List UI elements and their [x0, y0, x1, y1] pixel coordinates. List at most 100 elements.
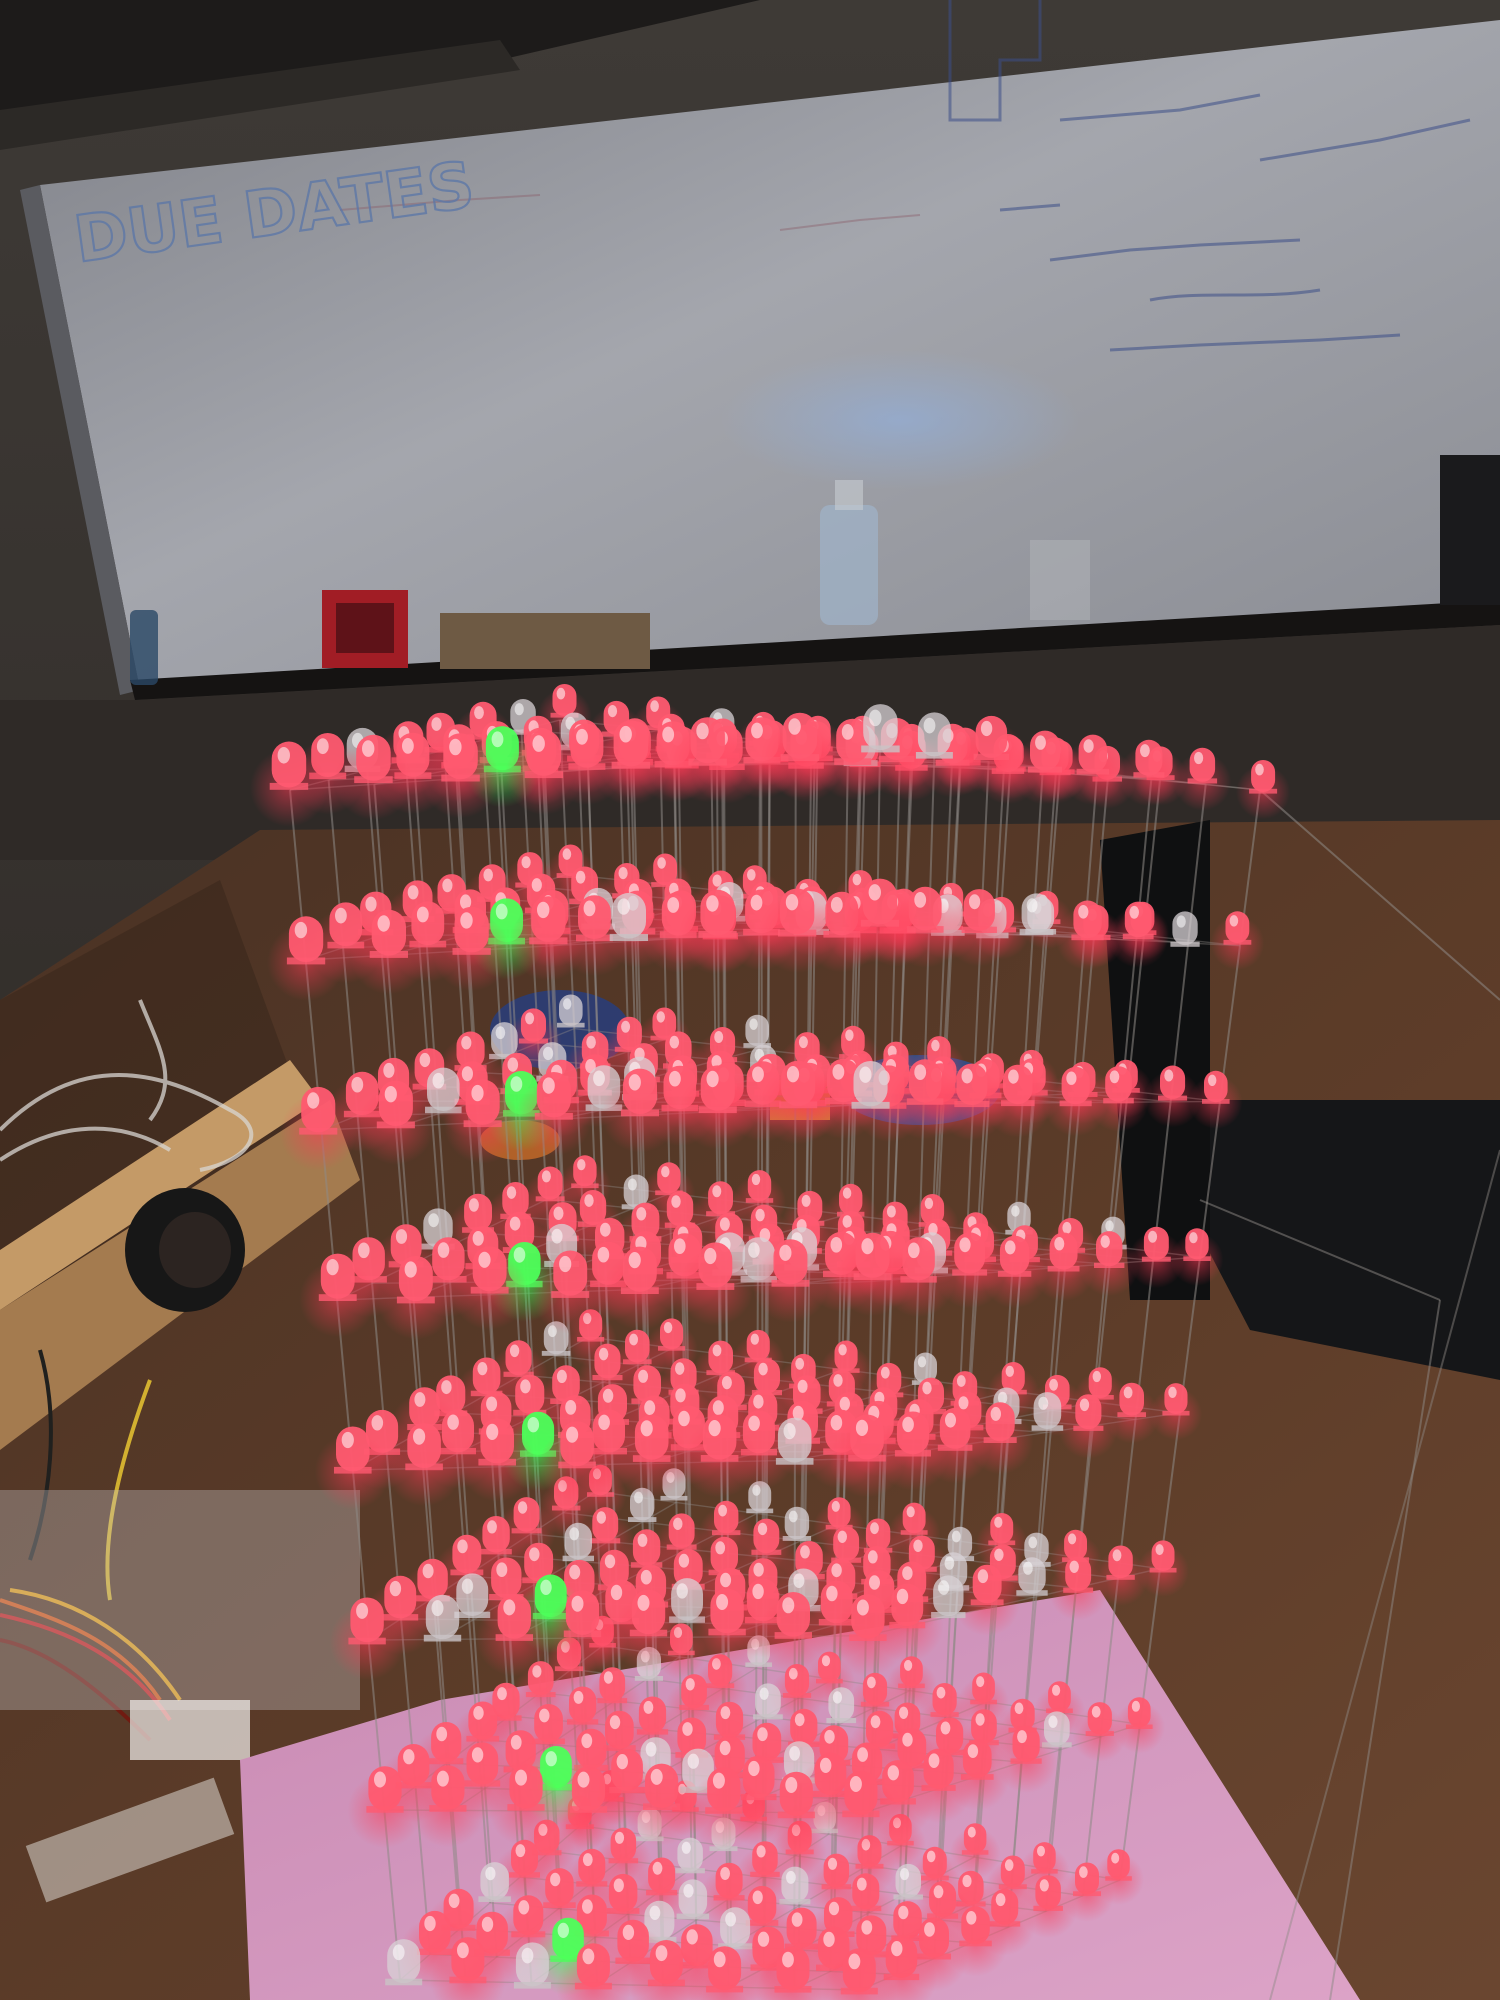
red-led [357, 1080, 435, 1165]
red-led [1170, 1228, 1224, 1286]
red-led [758, 888, 836, 974]
red-led [679, 1065, 757, 1150]
red-led [888, 1059, 963, 1140]
red-led [954, 1564, 1020, 1637]
unlit-led [489, 1022, 520, 1060]
red-led [299, 1253, 377, 1338]
unlit-led [718, 1907, 753, 1950]
unlit-led [609, 892, 648, 941]
red-led [531, 1250, 609, 1334]
red-led [755, 1946, 831, 2000]
white-cables [0, 999, 254, 1172]
unlit-led [1170, 911, 1200, 947]
light-reflection [720, 350, 1080, 490]
cube-leds [249, 684, 1291, 2000]
red-led [752, 1239, 829, 1323]
small-bottle [130, 610, 158, 685]
red-led [591, 720, 670, 806]
red-led [1118, 739, 1180, 807]
red-led [329, 1597, 406, 1680]
whiteboard [40, 20, 1500, 690]
red-led [1137, 1540, 1190, 1597]
red-led [421, 733, 500, 819]
cube-wire [1329, 1299, 1441, 2000]
red-led [515, 1072, 593, 1157]
red-led [1072, 1702, 1128, 1762]
red-led [629, 1940, 704, 2000]
whiteboard-tray [130, 600, 1500, 700]
red-led [823, 1770, 899, 1853]
red-led [410, 1765, 486, 1848]
unlit-led [1042, 1711, 1072, 1748]
unlit-led [931, 1575, 966, 1619]
red-led [624, 1763, 700, 1846]
red-led [1060, 734, 1126, 805]
red-led [689, 1588, 765, 1672]
red-led [334, 734, 413, 820]
red-led [347, 1766, 423, 1849]
red-led [1128, 1226, 1185, 1289]
red-led [601, 1246, 679, 1331]
unlit-led [1031, 1392, 1064, 1431]
red-led [509, 896, 588, 981]
red-led [1210, 911, 1265, 971]
unlit-led [478, 1862, 511, 1902]
red-led [488, 1764, 564, 1847]
unlit-led [562, 1522, 594, 1562]
unlit-led [915, 712, 953, 759]
red-led [943, 889, 1015, 967]
red-led [1048, 1556, 1108, 1621]
red-led [681, 1414, 758, 1498]
unlit-led [851, 1061, 890, 1109]
red-led [350, 909, 428, 995]
unlit-led [861, 704, 900, 753]
red-led [678, 889, 757, 975]
unlit-led [775, 1417, 814, 1465]
red-led [904, 1748, 973, 1824]
red-led [385, 1423, 463, 1507]
cube-wire [1199, 1199, 1441, 1301]
red-led [995, 1725, 1057, 1793]
red-led [1043, 1066, 1108, 1137]
red-led [249, 741, 329, 827]
red-led [1079, 1231, 1140, 1297]
speaker [1440, 455, 1500, 605]
red-led [1144, 1065, 1201, 1128]
unlit-led [782, 1506, 812, 1541]
unlit-led [676, 1879, 710, 1920]
unlit-led [743, 1014, 771, 1048]
red-led [829, 1594, 906, 1677]
red-led [610, 1589, 687, 1673]
unlit-led [893, 1863, 923, 1900]
unlit-led [557, 994, 585, 1028]
red-led [451, 1246, 528, 1330]
red-led [279, 1086, 357, 1171]
red-led [834, 1232, 911, 1317]
red-led [1055, 900, 1120, 971]
unlit-led [425, 1067, 462, 1114]
cardboard-box [440, 613, 650, 669]
red-led [1107, 901, 1169, 968]
unlit-led [826, 1687, 857, 1724]
red-led [476, 1594, 553, 1677]
red-led [601, 1068, 679, 1153]
red-led [459, 1418, 536, 1502]
red-led [821, 1948, 897, 2000]
red-led [1235, 760, 1291, 820]
red-led [1031, 1232, 1096, 1302]
unlit-led [423, 1594, 462, 1642]
unlit-led [753, 1683, 783, 1720]
red-led [314, 1426, 391, 1510]
red-led [760, 712, 839, 798]
red-led [539, 1421, 616, 1505]
unlit-led [675, 1837, 705, 1874]
red-led [1189, 1070, 1243, 1129]
red-led [444, 1079, 522, 1164]
spray-bottle [820, 505, 878, 625]
red-led [949, 1823, 1001, 1879]
red-led [432, 906, 511, 992]
laptop [1130, 1100, 1500, 1380]
red-led [758, 1771, 834, 1854]
red-led [642, 1162, 696, 1220]
